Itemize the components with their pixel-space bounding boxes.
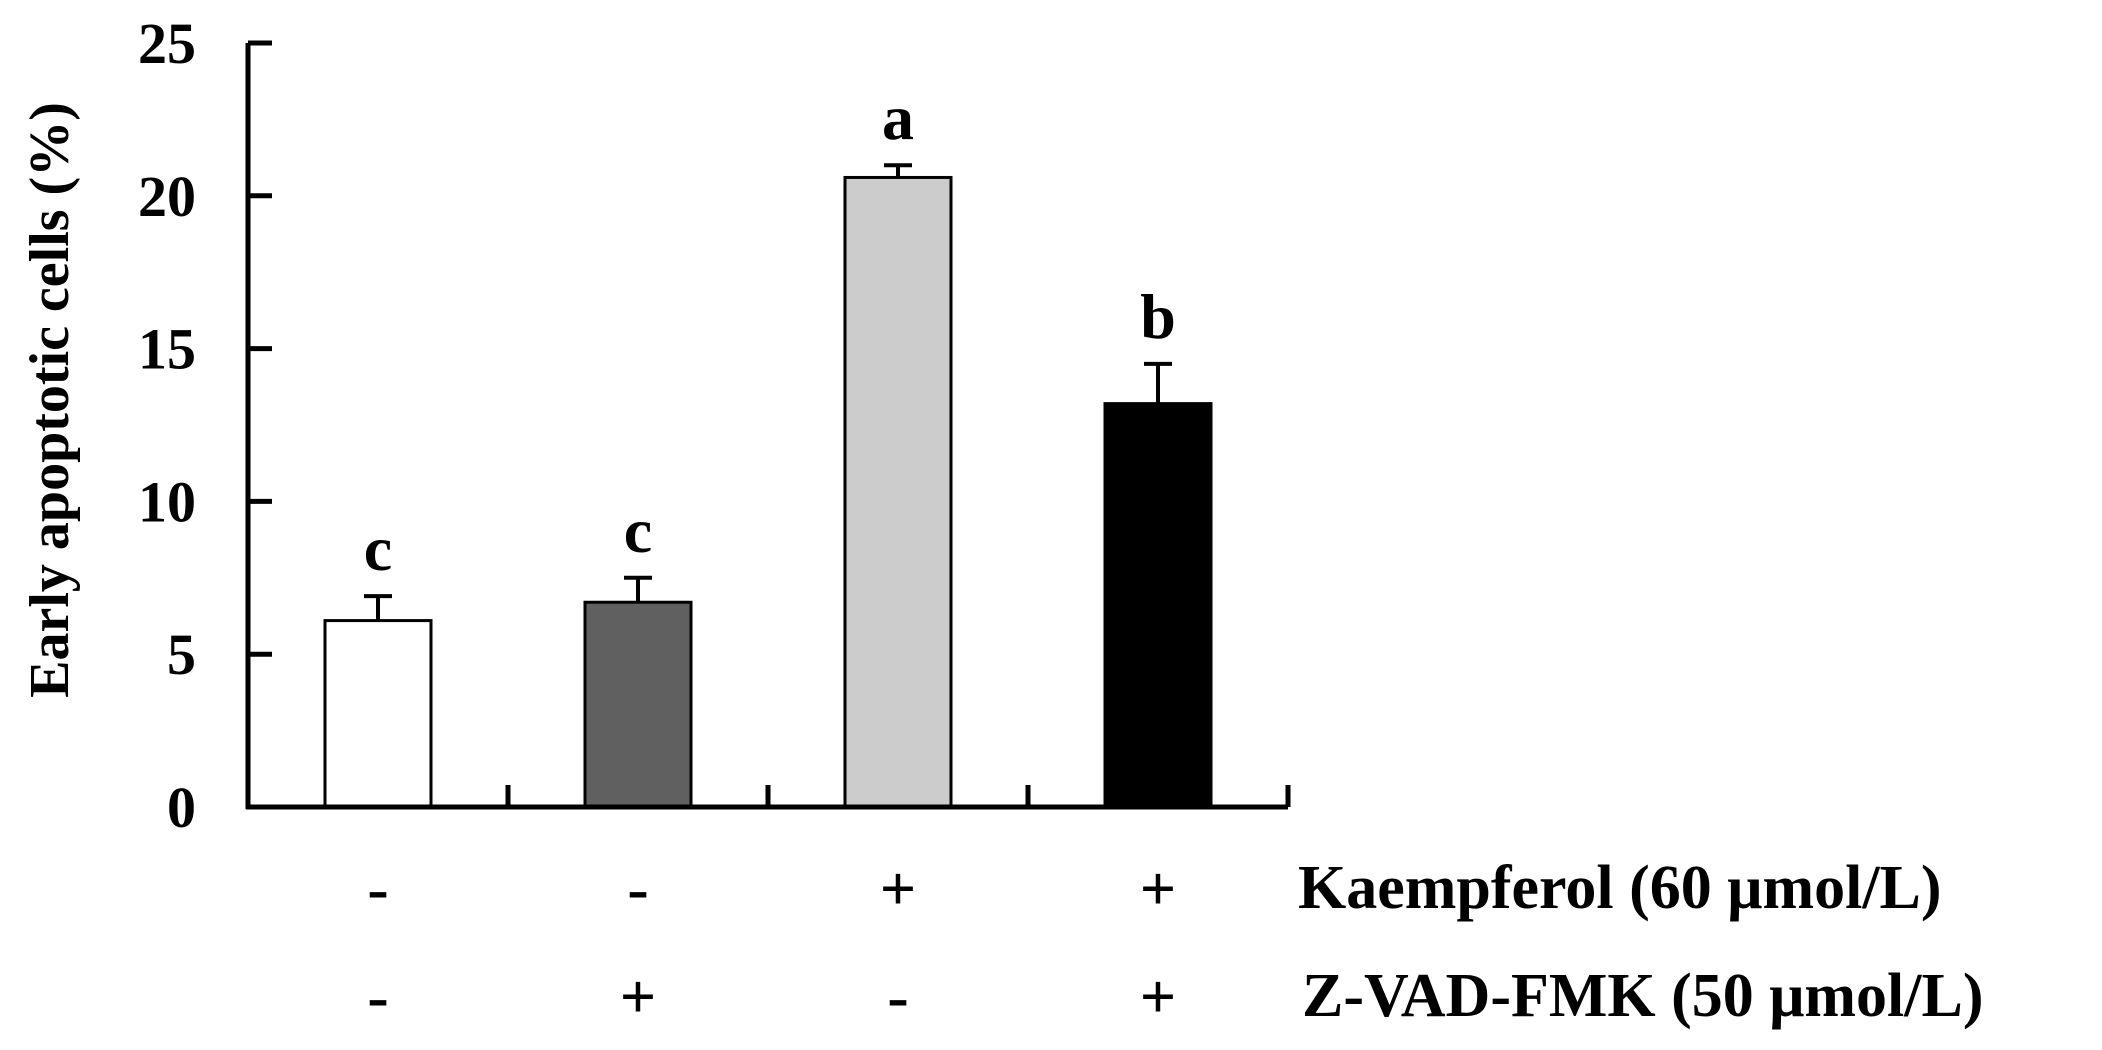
significance-label: b — [1140, 281, 1176, 352]
y-tick-label: 25 — [138, 11, 196, 76]
treatment-sign: - — [887, 961, 908, 1032]
y-tick-label: 0 — [167, 775, 196, 840]
treatment-sign: + — [880, 853, 916, 924]
bar — [583, 600, 693, 809]
bar — [323, 619, 433, 809]
treatment-label: Z-VAD-FMK (50 μmol/L) — [1302, 962, 1984, 1030]
y-tick-label: 10 — [138, 469, 196, 534]
bar — [843, 175, 953, 809]
treatment-sign: - — [627, 853, 648, 924]
y-tick-label: 20 — [138, 164, 196, 229]
significance-label: c — [364, 513, 392, 584]
y-tick-label: 15 — [138, 317, 196, 382]
treatment-sign: - — [367, 961, 388, 1032]
y-tick-label: 5 — [167, 622, 196, 687]
y-axis-ticks: 0 5 10 15 20 25 — [138, 11, 272, 840]
treatment-sign: + — [620, 961, 656, 1032]
y-axis-title: Early apoptotic cells (%) — [19, 102, 81, 698]
axes — [245, 43, 1291, 810]
treatment-sign: + — [1140, 961, 1176, 1032]
treatment-sign: + — [1140, 853, 1176, 924]
bars: c c a b — [323, 82, 1213, 809]
bar — [1103, 402, 1213, 809]
treatment-sign: - — [367, 853, 388, 924]
treatment-label: Kaempferol (60 μmol/L) — [1298, 854, 1942, 922]
significance-label: a — [882, 82, 914, 153]
treatment-table: - - + + Kaempferol (60 μmol/L) - + - + Z-VAD-FMK … — [367, 853, 1983, 1032]
significance-label: c — [624, 495, 652, 566]
